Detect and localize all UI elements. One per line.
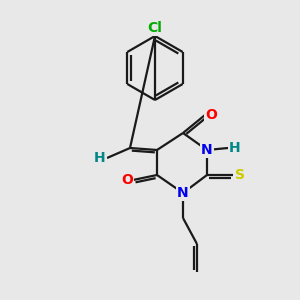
Text: N: N: [177, 186, 189, 200]
Text: O: O: [121, 173, 133, 187]
Text: H: H: [94, 151, 106, 165]
Text: H: H: [229, 141, 241, 155]
Text: Cl: Cl: [148, 21, 162, 35]
Text: N: N: [201, 143, 213, 157]
Text: O: O: [205, 108, 217, 122]
Text: S: S: [235, 168, 245, 182]
